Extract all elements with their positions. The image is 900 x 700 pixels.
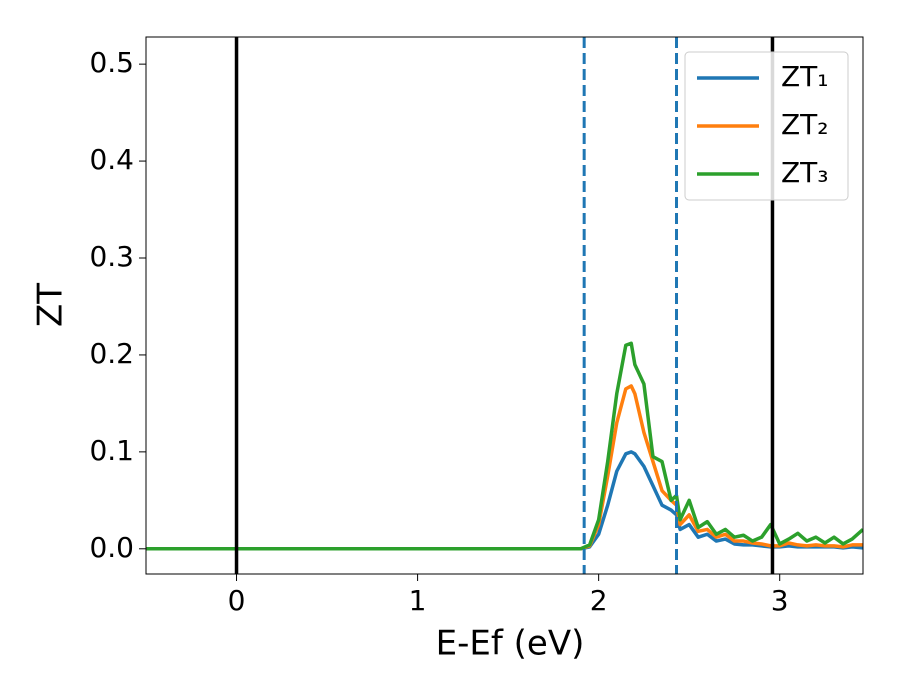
y-axis-label: ZT: [31, 283, 71, 327]
y-tick-label: 0.4: [89, 143, 134, 176]
legend-box: [684, 51, 849, 201]
y-tick-label: 0.3: [89, 240, 134, 273]
x-tick-label: 2: [590, 584, 608, 617]
legend-label: ZT₃: [781, 156, 829, 189]
legend-label: ZT₁: [781, 60, 829, 93]
plot-frame: [145, 36, 864, 575]
y-tick-label: 0.2: [89, 337, 134, 370]
line-series: [146, 384, 863, 551]
line-series: [146, 450, 863, 551]
x-axis-label: E-Ef (eV): [436, 624, 585, 664]
x-tick-label: 0: [228, 584, 246, 617]
x-tick-label: 3: [771, 584, 789, 617]
y-tick-label: 0.5: [89, 46, 134, 79]
x-tick-label: 1: [409, 584, 427, 617]
y-tick-label: 0.0: [89, 531, 134, 564]
line-series: [146, 341, 863, 551]
legend-label: ZT₂: [781, 108, 829, 141]
y-tick-label: 0.1: [89, 434, 134, 467]
